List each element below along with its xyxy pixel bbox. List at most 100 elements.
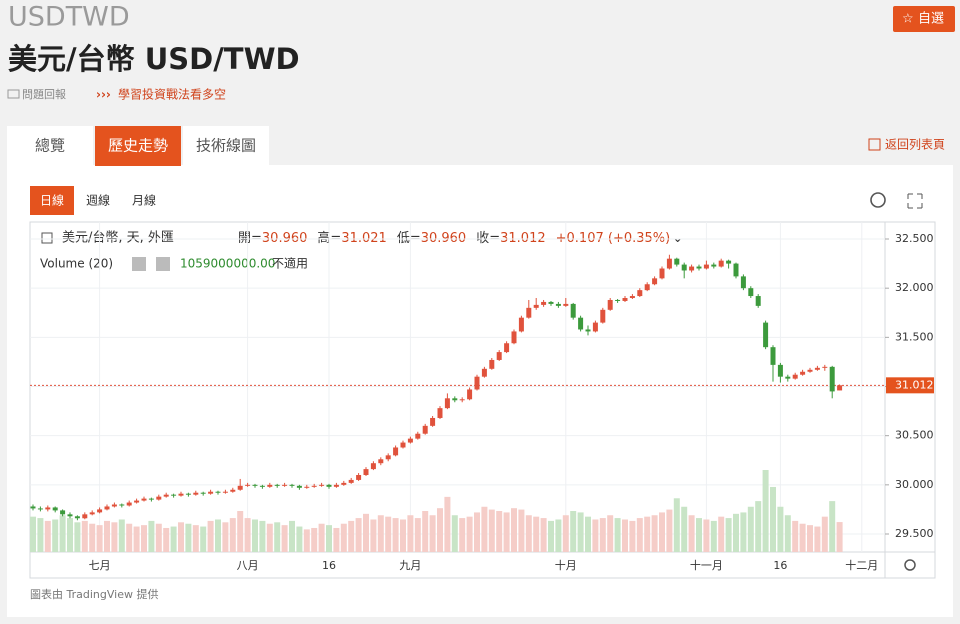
candle-body (185, 493, 191, 495)
candle-body (74, 516, 80, 519)
x-tick-label: 八月 (237, 559, 259, 572)
candle-body (526, 307, 532, 318)
candle-body (319, 484, 325, 486)
volume-bar (370, 519, 377, 552)
volume-bar (104, 520, 110, 552)
y-tick-label: 30.000 (895, 478, 934, 491)
collapse-icon[interactable] (41, 232, 53, 244)
x-tick-label: 十二月 (845, 558, 878, 572)
period-button[interactable] (30, 186, 74, 215)
volume-bar (733, 513, 739, 552)
candle-body (245, 484, 251, 486)
volume-bar (96, 525, 103, 552)
candle-body (763, 322, 769, 348)
candle-body (666, 258, 672, 269)
watch-button[interactable] (893, 6, 955, 32)
candle-body (644, 284, 650, 291)
candle-body (777, 364, 783, 377)
fullscreen-icon[interactable] (907, 193, 923, 209)
candle-body (104, 506, 110, 510)
candle-body (496, 352, 502, 360)
volume-bar (747, 506, 754, 552)
volume-bar (488, 509, 495, 552)
back-link[interactable]: 返回列表頁 (885, 138, 945, 152)
candle-body (385, 455, 391, 460)
candle-body (289, 484, 295, 486)
candle-body (407, 438, 413, 443)
axis-settings-icon[interactable] (904, 559, 916, 571)
candle-body (481, 368, 487, 377)
volume-bar (289, 520, 295, 552)
candle-body (259, 485, 265, 487)
candle-body (67, 514, 73, 517)
volume-bar (318, 523, 325, 552)
candle-body (674, 258, 680, 265)
candle-body (267, 484, 273, 487)
volume-bar (222, 522, 229, 552)
volume-bar (74, 522, 81, 552)
volume-bar (821, 516, 828, 552)
candle-body (659, 268, 665, 279)
volume-bar (296, 526, 303, 552)
volume-bar (37, 518, 44, 552)
legend-value: 31.021 (341, 231, 387, 246)
volume-remove-icon[interactable] (156, 257, 170, 271)
candle-body (89, 512, 95, 515)
candle-body (363, 469, 369, 476)
volume-bar (548, 520, 554, 552)
candle-body (348, 479, 354, 483)
volume-bar (215, 519, 221, 552)
candle-body (163, 494, 169, 497)
period-label[interactable]: 週線 (86, 193, 110, 208)
page-title: 美元/台幣 USD/TWD (8, 42, 300, 76)
volume-bar (829, 501, 836, 552)
volume-bar (340, 523, 347, 552)
candle-body (222, 491, 228, 493)
volume-bar (192, 525, 199, 552)
settings-icon[interactable] (870, 192, 886, 208)
candle-body (341, 482, 347, 485)
volume-bar (673, 498, 680, 552)
volume-bar (30, 516, 36, 552)
volume-bar (355, 518, 362, 552)
volume-bar (126, 523, 133, 552)
volume-bar (681, 506, 688, 552)
candle-body (467, 389, 473, 400)
watch-label: 自選 (918, 12, 944, 27)
last-price-label: 31.012 (895, 378, 934, 391)
volume-bar (44, 520, 51, 552)
volume-settings-icon[interactable] (132, 257, 146, 271)
candle-body (30, 506, 36, 509)
volume-bar (725, 518, 732, 552)
volume-bar (422, 511, 429, 552)
volume-bar (836, 522, 843, 552)
candle-body (296, 485, 302, 488)
volume-bar (274, 522, 281, 552)
promo-arrows: ››› (96, 88, 111, 102)
candle-body (393, 447, 399, 456)
tab[interactable] (95, 126, 181, 166)
candle-body (378, 459, 384, 464)
candle-body (689, 266, 695, 271)
feedback-link[interactable]: 問題回報 (22, 88, 66, 101)
candle-body (311, 485, 317, 487)
period-label[interactable]: 月線 (132, 193, 156, 208)
y-tick-label: 32.000 (895, 281, 934, 294)
tab[interactable] (7, 126, 93, 166)
volume-bar (511, 508, 517, 552)
volume-bar (451, 515, 458, 552)
volume-bar (555, 519, 562, 552)
x-tick-label: 七月 (89, 559, 111, 572)
tab[interactable] (183, 126, 269, 166)
candle-body (200, 492, 206, 494)
candle-body (489, 359, 495, 369)
candle-body (45, 507, 51, 510)
volume-bar (762, 470, 769, 552)
legend-values: 開=30.960 高=31.021 低=30.960 收=31.012 +0.107 (… (238, 230, 683, 246)
candle-body (437, 408, 443, 418)
promo-link[interactable]: 學習投資戰法看多空 (118, 87, 226, 102)
candle-body (541, 301, 547, 305)
period-label[interactable]: 日線 (40, 193, 64, 208)
candle-body (563, 303, 569, 306)
candle-body (134, 500, 140, 503)
